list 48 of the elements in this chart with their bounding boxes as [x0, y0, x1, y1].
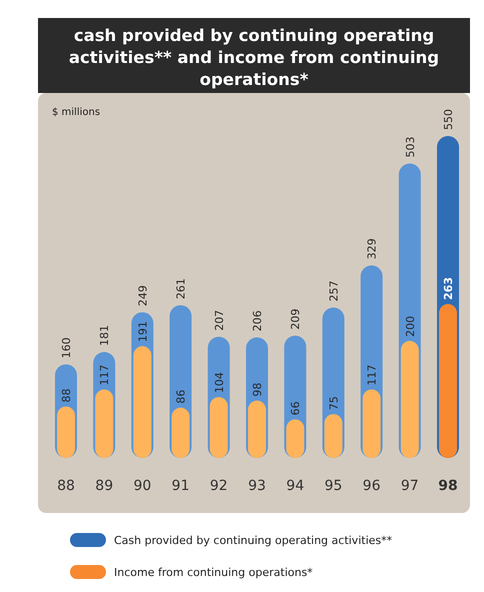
data-label: 249 — [136, 285, 150, 306]
data-label: 206 — [251, 310, 264, 332]
data-label: 98 — [251, 382, 264, 397]
bar — [95, 390, 114, 458]
data-label: 263 — [442, 277, 455, 300]
chart-title: cash provided by continuing operating activities** and income from continuing operations* — [68, 26, 440, 89]
x-tick-label: 98 — [438, 478, 458, 494]
bar — [248, 400, 266, 458]
data-label: 191 — [136, 321, 150, 342]
x-tick-label: 93 — [248, 478, 266, 494]
data-label: 75 — [327, 396, 340, 410]
data-label: 329 — [366, 238, 379, 260]
legend-label: Cash provided by continuing operating activities** — [114, 534, 393, 547]
x-tick-label: 90 — [133, 478, 152, 494]
x-tick-label: 91 — [172, 478, 190, 494]
legend-label: Income from continuing operations* — [114, 566, 314, 579]
x-tick-label: 95 — [324, 478, 342, 494]
data-label: 257 — [327, 280, 340, 302]
data-label: 209 — [289, 308, 302, 330]
data-label: 181 — [98, 325, 112, 346]
data-label: 66 — [289, 401, 302, 416]
data-label: 261 — [174, 278, 188, 300]
data-label: 550 — [442, 109, 455, 130]
x-tick-label: 97 — [400, 478, 419, 494]
bar — [210, 397, 228, 458]
data-label: 160 — [60, 337, 73, 358]
bar — [324, 414, 342, 458]
data-label: 117 — [98, 364, 112, 386]
data-label: 503 — [404, 136, 417, 158]
bar — [286, 419, 304, 458]
data-label: 104 — [212, 372, 226, 394]
x-tick-label: 89 — [95, 478, 114, 494]
bar — [172, 408, 190, 458]
data-label: 200 — [404, 316, 417, 337]
x-tick-label: 88 — [57, 478, 75, 494]
bar — [400, 340, 419, 458]
y-axis-title: $ millions — [52, 107, 100, 118]
data-label: 88 — [60, 388, 73, 402]
bar — [133, 346, 152, 458]
x-tick-label: 96 — [362, 478, 381, 494]
x-tick-label: 94 — [286, 478, 304, 494]
bar — [439, 304, 457, 458]
bar — [362, 390, 381, 458]
data-label: 207 — [212, 310, 226, 331]
x-tick-label: 92 — [210, 478, 228, 494]
bar — [57, 406, 75, 458]
data-label: 86 — [174, 390, 188, 404]
data-label: 117 — [366, 364, 379, 386]
